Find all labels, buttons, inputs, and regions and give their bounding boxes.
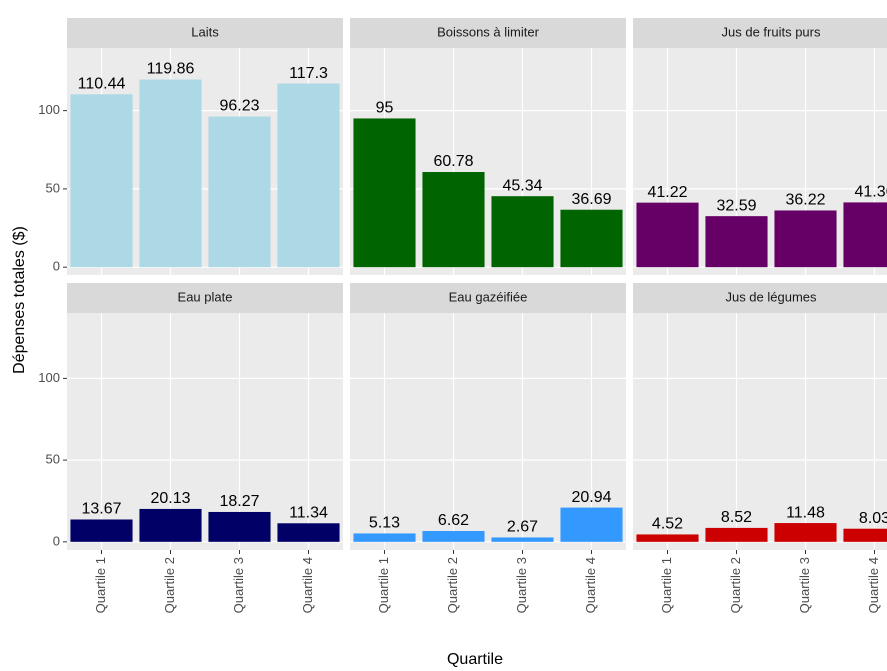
x-tick-label: Quartile 4	[866, 557, 881, 613]
bar	[705, 216, 768, 268]
strip	[350, 18, 626, 48]
x-tick-label: Quartile 1	[659, 557, 674, 613]
value-label: 5.13	[369, 515, 400, 532]
bar	[208, 511, 271, 542]
value-label: 110.44	[78, 75, 126, 92]
bar	[139, 79, 202, 268]
bar	[705, 527, 768, 542]
bar	[353, 533, 416, 542]
x-tick-label: Quartile 3	[797, 557, 812, 613]
value-label: 96.23	[219, 98, 259, 115]
value-label: 18.27	[219, 493, 259, 510]
x-axis-label: Quartile	[447, 651, 503, 668]
x-tick-label: Quartile 4	[583, 557, 598, 613]
strip	[633, 18, 887, 48]
facet-title: Boissons à limiter	[437, 24, 540, 39]
strip	[67, 18, 343, 48]
y-axis-label: Dépenses totales ($)	[11, 226, 28, 374]
x-tick-label: Quartile 4	[300, 557, 315, 613]
bar	[491, 196, 554, 268]
facet-title: Eau plate	[178, 289, 233, 304]
value-label: 13.67	[81, 501, 121, 518]
panel	[67, 313, 343, 550]
value-label: 20.94	[571, 489, 611, 506]
x-tick-label: Quartile 1	[93, 557, 108, 613]
strip	[67, 283, 343, 313]
y-tick-label: 100	[38, 102, 60, 117]
bar	[636, 202, 699, 268]
value-label: 11.34	[289, 505, 328, 522]
facet-title: Laits	[191, 24, 219, 39]
bar	[843, 528, 887, 542]
value-label: 36.22	[785, 192, 825, 209]
bar	[277, 83, 340, 268]
x-tick-label: Quartile 2	[162, 557, 177, 613]
value-label: 36.69	[571, 191, 611, 208]
value-label: 32.59	[716, 197, 756, 214]
bar	[774, 210, 837, 268]
x-tick-label: Quartile 3	[231, 557, 246, 613]
facet-title: Jus de légumes	[725, 289, 817, 304]
x-tick-label: Quartile 2	[445, 557, 460, 613]
value-label: 8.03	[859, 510, 887, 527]
value-label: 11.48	[786, 504, 825, 521]
value-label: 95	[376, 100, 394, 117]
bar	[139, 508, 202, 542]
bar	[353, 118, 416, 268]
value-label: 60.78	[433, 153, 473, 170]
bar	[208, 116, 271, 268]
value-label: 45.34	[502, 177, 542, 194]
x-tick-label: Quartile 3	[514, 557, 529, 613]
y-tick-label: 0	[53, 533, 60, 548]
value-label: 6.62	[438, 512, 469, 529]
y-tick-label: 100	[38, 370, 60, 385]
value-label: 117.3	[289, 65, 328, 82]
value-label: 20.13	[150, 490, 190, 507]
bar	[636, 534, 699, 542]
value-label: 4.52	[652, 516, 683, 533]
value-label: 2.67	[507, 519, 538, 536]
facet-title: Eau gazéifiée	[449, 289, 528, 304]
x-tick-label: Quartile 2	[728, 557, 743, 613]
y-tick-label: 50	[46, 180, 60, 195]
bar	[70, 519, 133, 542]
bar	[560, 507, 623, 542]
y-tick-label: 50	[46, 452, 60, 467]
facet-title: Jus de fruits purs	[722, 24, 821, 39]
strip	[350, 283, 626, 313]
panel	[633, 313, 887, 550]
bar	[843, 202, 887, 268]
bar	[422, 531, 485, 542]
value-label: 41.22	[647, 184, 687, 201]
bar	[560, 209, 623, 268]
y-tick-label: 0	[53, 259, 60, 274]
value-label: 8.52	[721, 509, 752, 526]
bar	[70, 94, 133, 268]
bar	[277, 523, 340, 542]
value-label: 119.86	[147, 61, 195, 78]
strip	[633, 283, 887, 313]
bar	[422, 172, 485, 268]
bar	[774, 523, 837, 542]
x-tick-label: Quartile 1	[376, 557, 391, 613]
bar	[491, 537, 554, 542]
value-label: 41.36	[854, 184, 887, 201]
